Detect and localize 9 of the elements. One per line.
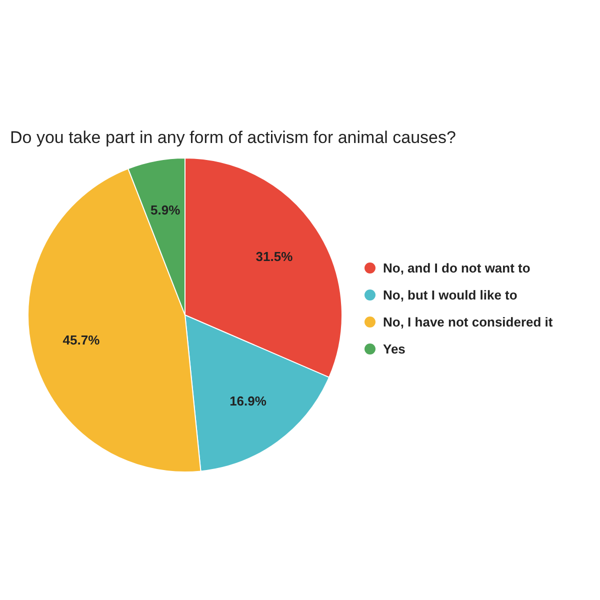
legend-label: Yes [383,342,406,356]
data-label: 16.9% [230,394,267,409]
legend-label: No, but I would like to [383,288,518,302]
legend-label: No, I have not considered it [383,314,554,330]
data-label: 5.9% [150,202,181,218]
legend-label: No, and I do not want to [383,260,530,276]
chart-title: Do you take part in any form of activism for animal causes? [10,128,456,147]
data-label: 45.7% [62,332,100,348]
data-label: 31.5% [256,248,294,264]
